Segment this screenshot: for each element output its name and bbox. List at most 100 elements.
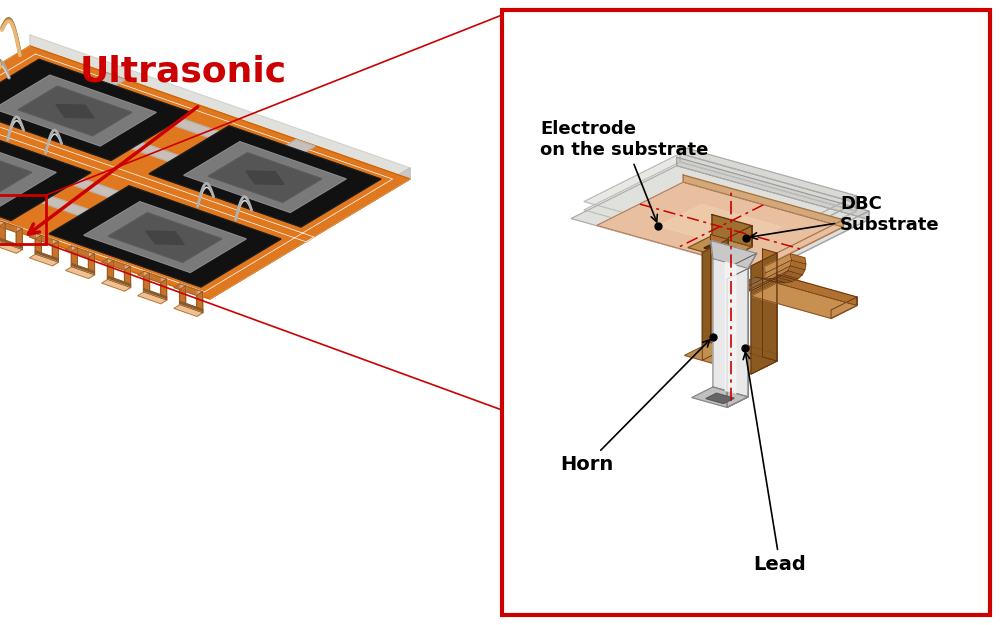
Text: Horn: Horn: [560, 340, 710, 474]
Polygon shape: [138, 271, 167, 282]
Polygon shape: [713, 259, 748, 397]
Polygon shape: [0, 242, 22, 253]
Polygon shape: [685, 342, 777, 374]
Polygon shape: [728, 226, 752, 259]
Polygon shape: [108, 259, 113, 281]
Polygon shape: [138, 292, 167, 304]
Polygon shape: [688, 236, 752, 259]
Polygon shape: [727, 269, 748, 408]
Polygon shape: [0, 75, 156, 146]
Polygon shape: [0, 238, 22, 249]
Polygon shape: [107, 261, 113, 285]
Polygon shape: [30, 233, 58, 245]
Text: Electrode
on the substrate: Electrode on the substrate: [540, 120, 708, 222]
Polygon shape: [0, 146, 32, 196]
Polygon shape: [108, 213, 222, 262]
Polygon shape: [144, 273, 150, 298]
Polygon shape: [597, 182, 843, 270]
Text: Ultrasonic: Ultrasonic: [80, 55, 287, 89]
Polygon shape: [683, 175, 843, 227]
Polygon shape: [0, 59, 191, 161]
Polygon shape: [757, 220, 843, 270]
Polygon shape: [52, 241, 58, 266]
Polygon shape: [727, 253, 757, 279]
Polygon shape: [0, 54, 393, 292]
Polygon shape: [760, 203, 856, 259]
Polygon shape: [725, 262, 736, 393]
Polygon shape: [71, 178, 119, 198]
Polygon shape: [161, 278, 167, 300]
Polygon shape: [790, 254, 806, 264]
Polygon shape: [171, 118, 219, 138]
Polygon shape: [711, 335, 777, 361]
Polygon shape: [208, 152, 322, 202]
Polygon shape: [125, 264, 130, 288]
Polygon shape: [729, 277, 763, 291]
Polygon shape: [711, 234, 728, 348]
Polygon shape: [180, 286, 186, 311]
Polygon shape: [124, 267, 130, 291]
Polygon shape: [72, 246, 77, 269]
Polygon shape: [680, 154, 856, 211]
Polygon shape: [174, 284, 203, 296]
Polygon shape: [41, 196, 89, 216]
Polygon shape: [84, 202, 246, 272]
Bar: [0, 195, 46, 244]
Polygon shape: [197, 292, 203, 316]
Polygon shape: [752, 275, 784, 291]
Polygon shape: [790, 260, 806, 270]
Polygon shape: [702, 239, 728, 361]
Polygon shape: [0, 221, 5, 244]
Polygon shape: [758, 271, 788, 288]
Polygon shape: [784, 271, 802, 279]
Polygon shape: [680, 146, 856, 203]
Polygon shape: [0, 119, 91, 221]
Polygon shape: [149, 126, 381, 227]
Polygon shape: [49, 186, 281, 287]
Polygon shape: [737, 279, 771, 292]
Polygon shape: [102, 279, 130, 291]
Polygon shape: [751, 253, 777, 374]
Polygon shape: [89, 252, 94, 275]
Polygon shape: [161, 279, 167, 304]
Polygon shape: [56, 104, 94, 118]
Polygon shape: [831, 297, 857, 318]
Polygon shape: [88, 254, 94, 279]
Polygon shape: [711, 241, 757, 269]
Polygon shape: [760, 196, 856, 251]
Polygon shape: [36, 251, 58, 262]
Polygon shape: [144, 271, 150, 294]
Polygon shape: [16, 229, 22, 253]
Polygon shape: [788, 266, 805, 275]
Polygon shape: [71, 248, 77, 272]
Polygon shape: [0, 221, 22, 232]
Polygon shape: [706, 393, 734, 404]
Polygon shape: [246, 171, 284, 184]
Polygon shape: [762, 266, 790, 284]
Polygon shape: [66, 267, 94, 279]
Polygon shape: [584, 162, 856, 259]
Polygon shape: [131, 142, 179, 162]
Polygon shape: [36, 233, 41, 256]
Polygon shape: [778, 275, 798, 281]
Polygon shape: [751, 283, 857, 318]
Polygon shape: [777, 274, 857, 306]
Polygon shape: [144, 289, 167, 300]
Polygon shape: [763, 211, 869, 272]
Polygon shape: [745, 278, 778, 292]
Polygon shape: [18, 86, 132, 136]
Polygon shape: [704, 242, 736, 254]
Polygon shape: [765, 254, 791, 273]
Polygon shape: [0, 46, 410, 299]
Polygon shape: [0, 222, 5, 247]
Polygon shape: [174, 305, 203, 316]
Polygon shape: [66, 246, 94, 258]
Polygon shape: [771, 278, 792, 282]
Polygon shape: [184, 142, 346, 212]
Polygon shape: [72, 264, 94, 275]
Text: Lead: Lead: [743, 352, 806, 574]
Polygon shape: [712, 214, 752, 247]
Polygon shape: [146, 231, 184, 244]
Polygon shape: [30, 35, 410, 179]
Polygon shape: [286, 139, 315, 152]
